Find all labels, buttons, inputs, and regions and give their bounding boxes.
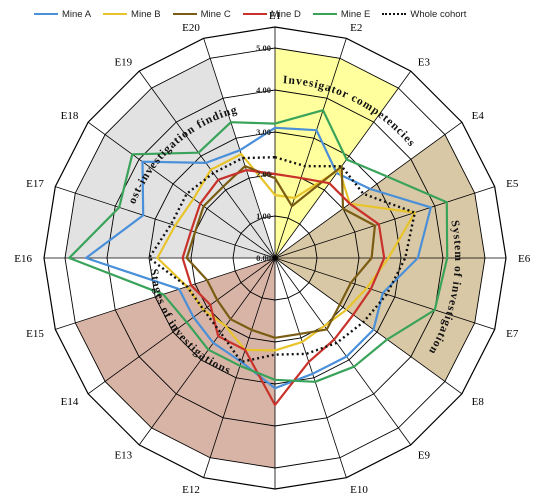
legend-item: Mine D xyxy=(242,8,301,20)
legend-item: Mine E xyxy=(312,8,371,20)
grid-spoke xyxy=(87,121,276,259)
category-label: E16 xyxy=(14,253,32,265)
category-label: E10 xyxy=(350,484,368,493)
category-label: E14 xyxy=(61,396,79,408)
legend-label: Mine E xyxy=(340,8,371,20)
tick-label: 5.00 xyxy=(256,43,271,53)
category-label: E2 xyxy=(350,22,362,34)
grid-spoke xyxy=(274,70,412,259)
legend-swatch xyxy=(242,13,267,15)
category-label: E13 xyxy=(114,450,132,462)
category-label: E3 xyxy=(418,56,431,68)
grid-spoke xyxy=(274,38,347,259)
category-label: E17 xyxy=(26,178,44,190)
category-label: E1 xyxy=(269,10,281,22)
grid-spoke xyxy=(138,70,276,259)
series-line-mine-b xyxy=(156,153,416,352)
grid xyxy=(43,26,507,490)
legend-swatch xyxy=(34,13,58,15)
series-line-whole-cohort xyxy=(147,155,416,364)
grid-spoke xyxy=(55,186,276,259)
tick-label: 3.00 xyxy=(256,127,271,137)
category-labels: E1E2E3E4E5E6E7E8E9E10E11E12E13E14E15E16E… xyxy=(14,10,531,498)
grid-spoke xyxy=(203,257,276,478)
tick-label: 2.00 xyxy=(256,169,271,179)
legend-swatch xyxy=(103,13,128,15)
chart-legend: Mine A Mine B Mine C Mine D Mine E Whole coho… xyxy=(34,5,524,23)
category-label: E9 xyxy=(418,450,431,462)
series-line-mine-d xyxy=(181,169,386,407)
series-lines xyxy=(68,109,449,407)
tick-label: 0.00 xyxy=(256,253,271,263)
grid-spoke xyxy=(274,257,463,395)
grid-spoke xyxy=(274,257,495,330)
tick-label: 4.00 xyxy=(256,85,271,95)
legend-item: Mine C xyxy=(172,8,231,20)
series-line-mine-c xyxy=(185,165,376,339)
category-label: E6 xyxy=(518,253,531,265)
sector-wedge xyxy=(275,48,399,258)
legend-swatch xyxy=(172,13,197,15)
grid-spoke xyxy=(203,38,276,259)
legend-swatch xyxy=(382,13,407,15)
sector-wedge xyxy=(75,258,275,468)
legend-label: Mine D xyxy=(270,8,301,20)
category-label: E18 xyxy=(61,110,79,122)
legend-item: Whole cohort xyxy=(382,9,466,20)
category-label: E15 xyxy=(26,328,44,340)
series-line-mine-a xyxy=(84,126,432,390)
category-label: E7 xyxy=(506,328,519,340)
grid-spoke xyxy=(87,257,276,395)
legend-label: Whole cohort xyxy=(410,8,467,20)
legend-label: Mine B xyxy=(131,8,161,20)
category-label: E19 xyxy=(114,56,132,68)
legend-item: Mine B xyxy=(103,9,161,20)
category-label: E12 xyxy=(182,484,200,493)
category-label: E8 xyxy=(472,396,485,408)
tick-label: 1.00 xyxy=(256,211,271,221)
legend-swatch xyxy=(312,13,337,15)
grid-spoke xyxy=(274,186,495,259)
grid-spoke xyxy=(274,121,463,259)
grid-spoke xyxy=(274,257,412,446)
legend-label: Mine C xyxy=(200,8,231,20)
grid-spoke xyxy=(55,257,276,330)
category-label: E4 xyxy=(472,110,485,122)
radial-tick-labels: 0.00 1.00 2.00 3.00 4.00 5.00 xyxy=(256,43,271,263)
legend-item: Mine A xyxy=(34,9,91,20)
legend-label: Mine A xyxy=(62,8,92,20)
series-line-mine-e xyxy=(68,109,449,383)
category-label: E20 xyxy=(182,22,200,34)
grid-spoke xyxy=(138,257,276,446)
category-label: E5 xyxy=(506,178,519,190)
grid-spoke xyxy=(274,257,347,478)
